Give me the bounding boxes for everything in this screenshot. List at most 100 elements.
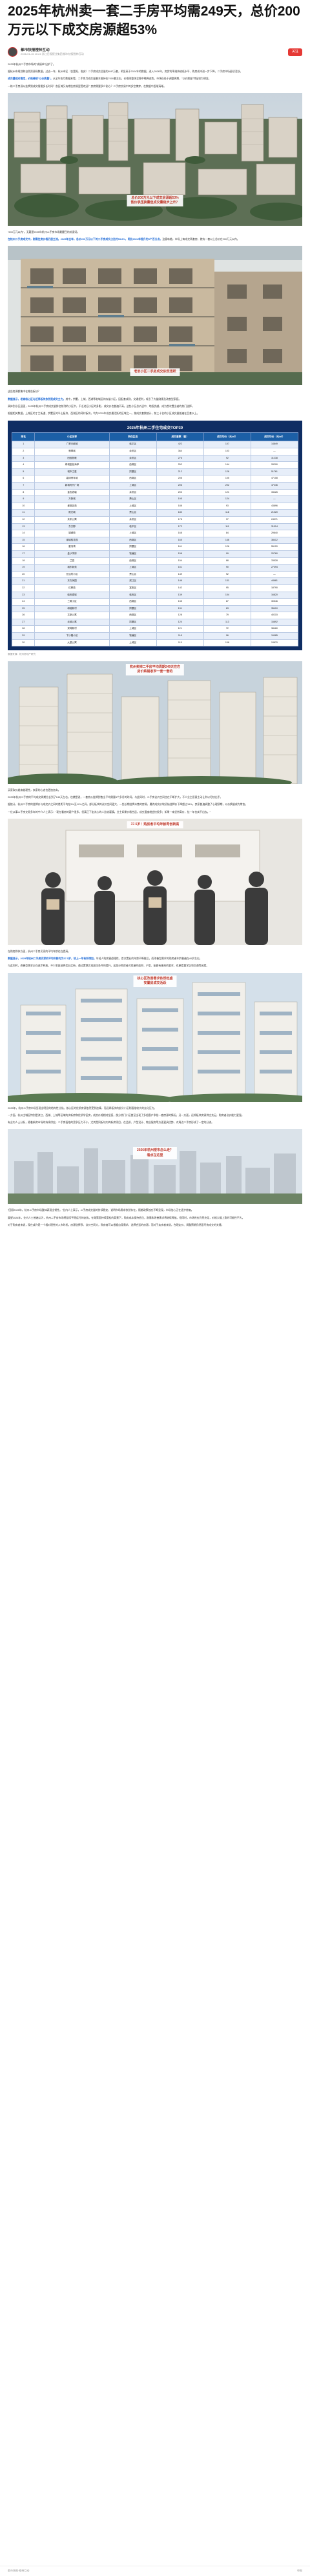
table-cell: 131 [203,577,251,585]
table-cell: 180 [156,509,204,517]
table-cell: 2 [11,448,36,455]
table-row: 3 田园牧歌 余杭区 276 92 31238 [11,454,299,463]
table-cell: 1 [11,441,36,449]
table-cell: 118 [203,509,251,517]
author-name[interactable]: 都市快报橙柿互动 [21,48,50,52]
table-source-note: 数据来源：杭州房地产研究 [8,653,36,656]
table-cell: 上城区 [108,639,157,647]
table-cell: 拱墅区 [108,468,157,476]
table-cell: 124 [203,495,251,503]
table-row: 16 星河湾 拱墅区 161 126 55120 [11,543,299,551]
old-building-photo: 老旧小区二手房成交依然活跃 [8,246,302,386]
paragraph-11: 2025年杭州二手房的平均成交周期拉长到了249天左右。也就是说，一套房从挂牌到… [8,795,223,799]
table-cell: 余杭区 [108,454,157,463]
table-cell: 7 [11,482,36,490]
table-row: 20 亚运村小区 萧山区 149 92— [11,570,299,579]
table-cell: 19 [11,564,36,572]
table-title: 2025年杭州二手住宅成交TOP30 [127,426,183,431]
towers-photo: 杭州卖掉二手房平均周期249天左右 房价跌幅收窄一套一套的 [8,661,302,784]
table-cell: 金色钱塘 [34,488,110,497]
highrise-photo: 核心区改善需求依然旺盛 安置房成交活跃 [8,972,302,1102]
paragraph-10: 买家砍价越来越理性，卖家的心态也更加务实。 [8,788,61,792]
table-row: 22 红枫苑 富阳区 142 95 18790 [11,584,299,592]
table-row: 21 东方润园 滨江区 146 131 44681 [11,577,299,585]
table-row: 23 临安锦城 临安区 139 104 16820 [11,591,299,599]
table-row: 5 城市之星 拱墅区 212 126 51761 [11,468,299,476]
table-cell: 西湖区 [108,557,157,565]
table-row: 1 广厦天都城 临平区 422 107 14849 [11,441,299,449]
photo-caption: 37.5岁！购房者平均年龄再创新高 [127,821,183,829]
author-row: 都市快报橙柿互动 2026-01-16 10:24 浙江日报报业集团 都市快报橙… [8,45,302,59]
paragraph-19: 有业内人士分析，随着新房市场的持续供应，二手房面临的竞争压力不小。尤其是同板块内… [8,1121,214,1124]
table-cell: 172 [156,523,204,531]
table-cell: 88 [203,557,251,565]
caption-text: 总价200万元以下成交房源超53% 售价承压换量但成交量稳步上升？ [130,195,180,205]
table-cell: 14849 [250,441,299,449]
table-row: 28 采荷新村 上城区 121 72 38460 [11,625,299,634]
city-aerial-photo: 总价200万元以下成交房源超53% 售价承压换量但成交量稳步上升？ [8,92,302,226]
paragraph-17: 2025年，杭州二手房市场呈现出明显的结构性分化。核心区的优质房源依然受到追捧，… [8,1106,157,1110]
table-cell: 44681 [250,577,299,585]
table-cell: 27 [11,618,36,626]
table-row: 4 绿城金色海岸 西湖区 252 144 28290 [11,461,299,469]
table-cell: 135 [156,598,204,606]
table-cell: 上城区 [108,625,157,634]
paragraph-3: 一栋二手房源从挂牌到成交需要多长时间？各区域又有哪些房源更受欢迎？卖房需要多少耐… [8,84,167,88]
table-header-cell: 成交均价（元/㎡） [203,432,251,442]
follow-button[interactable]: 关注 [287,48,302,56]
paragraph-20: "回顾2025年，杭州二手房市场整体表现出韧性。"业内人士表示，二手房成交量的持… [8,1208,194,1212]
table-cell: 131 [156,604,204,613]
paragraph-12: 据统计，杭州二手房的挂牌价与成交价之间的差距平均在5%至10%之间。部分板块的议… [8,803,248,806]
table-cell: 田园牧歌 [34,454,110,463]
table-cell: — [250,448,299,455]
paragraph-22: 对于购房者来说，现在或许是一个相对理性的入市时机。房源选择多、议价空间大，购房者… [8,1223,224,1226]
table-cell: 余杭区 [108,515,157,524]
table-row: 14 锦绣苑 上城区 168 84 29840 [11,530,299,537]
table-cell: 107 [203,441,251,449]
table-row: 27 北城公寓 拱墅区 124 113 15892 [11,618,299,626]
table-cell: 27394 [250,564,299,572]
table-cell: 97 [203,515,251,524]
table-cell: 29840 [250,530,299,537]
table-cell: 10 [11,502,36,510]
table-cell: 滨江区 [108,577,157,585]
table-row: 9 万象城 萧山区 195 124— [11,495,299,503]
table-cell: 西湖区 [108,612,157,619]
table-row: 6 嘉绿青年城 西湖区 208 105 47108 [11,475,299,483]
table-cell: 35410 [250,604,299,613]
table-cell: 47108 [250,475,299,483]
table-cell: 47246 [250,482,299,490]
author-avatar[interactable] [8,47,17,57]
table-header-row: 排名 小区名称 所在区县 成交套数（套） 成交均价（元/㎡） 成交均价（元/㎡） [11,432,299,442]
table-cell: 158 [156,550,204,558]
table-cell: 40215 [250,612,299,619]
old-building-illustration [8,246,302,386]
table-cell: 121 [203,488,251,497]
table-cell: 79 [203,612,251,619]
table-row: 13 东方郡 临平区 172 111 31914 [11,523,299,531]
paragraph-21: 展望2026年，业内人士普遍认为，杭州二手房市场将延续平稳运行的态势。在政策面持… [8,1215,245,1219]
table-cell: 276 [156,454,204,463]
table-cell: 154 [156,557,204,565]
table-row: 8 金色钱塘 余杭区 203 121 33426 [11,488,299,497]
table-cell: 202 [203,482,251,490]
skyline-photo: 2026年杭州楼市怎么走？ 看点在这里 [8,1129,302,1204]
table-cell: 临平区 [108,441,157,449]
table-cell: 151 [156,564,204,572]
table-cell: 和睦新村 [34,604,110,613]
table-cell: 29 [11,632,36,640]
author-meta: 都市快报橙柿互动 2026-01-16 10:24 浙江日报报业集团 都市快报橙… [21,48,84,57]
table-cell: 11 [11,509,36,517]
table-cell: 拱墅区 [108,618,157,626]
table-cell: 未来公寓 [34,515,110,524]
caption-text: 杭州卖掉二手房平均周期249天左右 房价跌幅收窄一套一套的 [129,664,181,674]
table-cell: 33426 [250,488,299,497]
table-cell: 126 [203,468,251,476]
table-cell: 208 [156,475,204,483]
table-cell: 139 [156,591,204,599]
report-link[interactable]: 举报 [297,2569,302,2573]
table-cell: 18790 [250,584,299,592]
table-cell: 4 [11,461,36,469]
table-cell: 38412 [250,536,299,544]
